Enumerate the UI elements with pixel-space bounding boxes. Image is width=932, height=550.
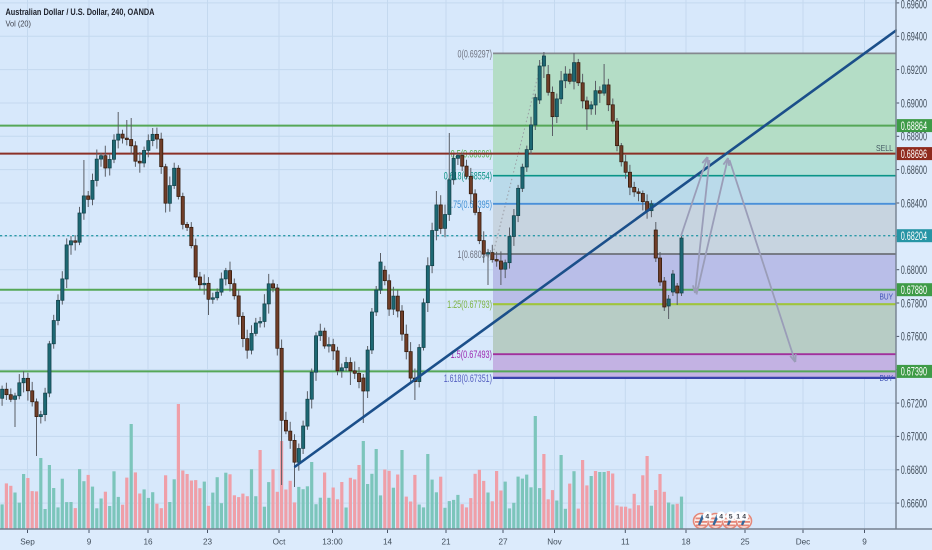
svg-text:0.68204: 0.68204 — [901, 229, 927, 243]
svg-text:Dec: Dec — [796, 537, 811, 546]
svg-text:4: 4 — [705, 513, 709, 520]
svg-text:0.66800: 0.66800 — [901, 463, 927, 477]
svg-text:0.69400: 0.69400 — [901, 30, 927, 44]
svg-text:1.5(0.67493): 1.5(0.67493) — [451, 349, 492, 361]
svg-text:BUY: BUY — [880, 374, 894, 383]
svg-text:0.67800: 0.67800 — [901, 296, 927, 310]
svg-text:0.66600: 0.66600 — [901, 496, 927, 510]
svg-text:9: 9 — [862, 537, 867, 546]
svg-text:13:00: 13:00 — [322, 537, 343, 546]
svg-text:4: 4 — [742, 513, 746, 520]
svg-text:0.75(0.68395): 0.75(0.68395) — [447, 199, 492, 211]
svg-text:0.68696: 0.68696 — [901, 147, 927, 161]
svg-text:Oct: Oct — [273, 537, 286, 546]
svg-text:1.25(0.67793): 1.25(0.67793) — [447, 299, 492, 311]
svg-text:0.68400: 0.68400 — [901, 196, 927, 210]
svg-text:0.618(0.68554): 0.618(0.68554) — [444, 171, 492, 183]
svg-text:0.68000: 0.68000 — [901, 263, 927, 277]
svg-text:0.67000: 0.67000 — [901, 430, 927, 444]
svg-text:4: 4 — [719, 513, 723, 520]
svg-text:0.67200: 0.67200 — [901, 396, 927, 410]
svg-text:0.69000: 0.69000 — [901, 96, 927, 110]
svg-text:SELL: SELL — [876, 144, 893, 153]
svg-text:Nov: Nov — [547, 537, 562, 546]
svg-text:Australian Dollar / U.S. Dolla: Australian Dollar / U.S. Dollar, 240, OA… — [6, 7, 155, 17]
svg-text:27: 27 — [498, 537, 508, 546]
svg-text:5: 5 — [729, 513, 733, 520]
svg-text:21: 21 — [441, 537, 451, 546]
svg-text:23: 23 — [203, 537, 213, 546]
svg-text:14: 14 — [383, 537, 393, 546]
svg-text:11: 11 — [621, 537, 630, 546]
svg-text:1.618(0.67351): 1.618(0.67351) — [444, 373, 492, 385]
svg-text:18: 18 — [681, 537, 691, 546]
svg-text:9: 9 — [87, 537, 92, 546]
svg-text:0.68800: 0.68800 — [901, 130, 927, 144]
svg-text:16: 16 — [143, 537, 153, 546]
svg-text:25: 25 — [740, 537, 750, 546]
svg-text:BUY: BUY — [880, 293, 894, 302]
svg-text:1(0.68094): 1(0.68094) — [458, 249, 493, 261]
svg-text:0.67390: 0.67390 — [901, 365, 927, 379]
svg-text:0.68864: 0.68864 — [901, 119, 927, 133]
svg-text:1: 1 — [736, 513, 740, 520]
svg-text:0.69600: 0.69600 — [901, 0, 927, 12]
svg-text:0.69200: 0.69200 — [901, 63, 927, 77]
svg-text:Vol (20): Vol (20) — [6, 19, 32, 29]
svg-text:0.67600: 0.67600 — [901, 330, 927, 344]
svg-text:0(0.69297): 0(0.69297) — [458, 48, 493, 60]
svg-text:0.67880: 0.67880 — [901, 283, 927, 297]
svg-text:0.68600: 0.68600 — [901, 163, 927, 177]
svg-text:Sep: Sep — [20, 537, 35, 546]
